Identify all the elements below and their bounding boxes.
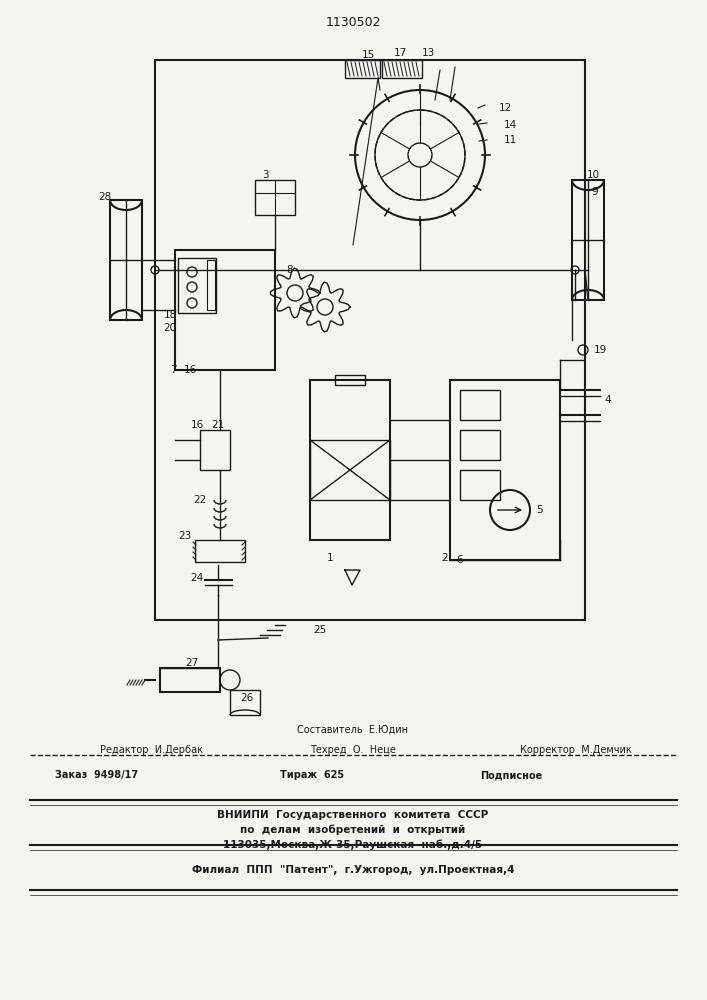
Text: 28: 28 — [98, 192, 112, 202]
Text: 4: 4 — [604, 395, 612, 405]
Text: 13: 13 — [421, 48, 435, 58]
Text: 5: 5 — [537, 505, 543, 515]
Text: 16: 16 — [183, 365, 197, 375]
Bar — [255, 180, 295, 215]
Bar — [230, 690, 260, 715]
Text: ВНИИПИ  Государственного  комитета  СССР: ВНИИПИ Государственного комитета СССР — [217, 810, 489, 820]
Text: 6: 6 — [457, 555, 463, 565]
Text: 10: 10 — [586, 170, 600, 180]
Text: 15: 15 — [361, 50, 375, 60]
Bar — [310, 380, 390, 540]
Text: 3: 3 — [262, 170, 269, 180]
Bar — [178, 258, 216, 313]
Text: 27: 27 — [185, 658, 199, 668]
Text: 2: 2 — [442, 553, 448, 563]
Bar — [450, 380, 560, 560]
Text: Техред  О.  Неце: Техред О. Неце — [310, 745, 396, 755]
Bar — [460, 430, 500, 460]
Bar — [160, 668, 220, 692]
Bar — [207, 260, 215, 310]
Text: 17: 17 — [393, 48, 407, 58]
Text: 25: 25 — [313, 625, 327, 635]
Text: 24: 24 — [190, 573, 204, 583]
Text: 16: 16 — [190, 420, 204, 430]
Text: 22: 22 — [194, 495, 206, 505]
Text: 19: 19 — [593, 345, 607, 355]
Text: Филиал  ППП  "Патент",  г.Ужгород,  ул.Проектная,4: Филиал ППП "Патент", г.Ужгород, ул.Проек… — [192, 865, 514, 875]
Text: 18: 18 — [163, 310, 177, 320]
Bar — [155, 60, 585, 620]
Text: Заказ  9498/17: Заказ 9498/17 — [55, 770, 138, 780]
Bar — [345, 60, 380, 78]
Text: Составитель  Е.Юдин: Составитель Е.Юдин — [298, 725, 409, 735]
Bar — [335, 375, 365, 385]
Bar — [110, 200, 142, 320]
Bar — [175, 250, 275, 370]
Text: 12: 12 — [498, 103, 512, 113]
Bar — [195, 540, 245, 562]
Text: 21: 21 — [211, 420, 225, 430]
Text: 8: 8 — [286, 265, 293, 275]
Text: по  делам  изобретений  и  открытий: по делам изобретений и открытий — [240, 825, 466, 835]
Text: 1: 1 — [327, 553, 333, 563]
Bar — [200, 430, 230, 470]
Text: 14: 14 — [503, 120, 517, 130]
Text: Подписное: Подписное — [480, 770, 542, 780]
Text: 23: 23 — [178, 531, 192, 541]
Bar — [382, 60, 422, 78]
Text: 9: 9 — [592, 187, 598, 197]
Text: 11: 11 — [503, 135, 517, 145]
Text: 7: 7 — [170, 365, 176, 375]
Text: 20: 20 — [163, 323, 177, 333]
Text: 1130502: 1130502 — [325, 15, 381, 28]
Bar — [460, 470, 500, 500]
Text: 113035,Москва,Ж-35,Раушская  наб.,д.4/5: 113035,Москва,Ж-35,Раушская наб.,д.4/5 — [223, 840, 483, 850]
Text: Редактор  И.Дербак: Редактор И.Дербак — [100, 745, 203, 755]
Text: Корректор  М.Демчик: Корректор М.Демчик — [520, 745, 632, 755]
Text: Тираж  625: Тираж 625 — [280, 770, 344, 780]
Bar — [572, 180, 604, 300]
Text: 26: 26 — [240, 693, 254, 703]
Bar — [460, 390, 500, 420]
Bar — [310, 440, 390, 500]
